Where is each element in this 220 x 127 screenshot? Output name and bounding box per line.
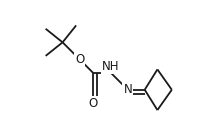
Text: O: O — [88, 97, 98, 110]
Text: O: O — [75, 53, 84, 66]
Text: NH: NH — [102, 60, 120, 73]
Text: N: N — [123, 83, 132, 96]
